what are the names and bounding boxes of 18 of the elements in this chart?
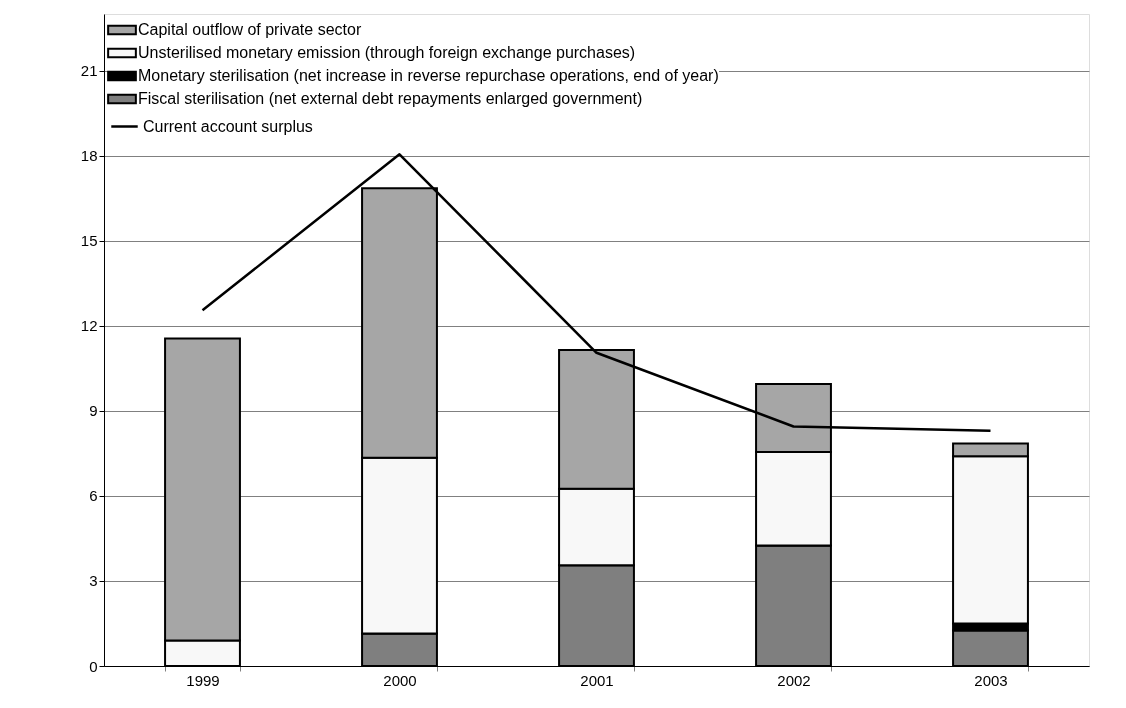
- x-tick-label: 1999: [186, 671, 220, 689]
- x-tick-label: 2001: [580, 671, 614, 689]
- y-tick-label: 21: [80, 62, 98, 80]
- y-tick-label: 12: [80, 317, 98, 335]
- legend-label: Unsterilised monetary emission (through foreign exchange purchases): [138, 44, 636, 61]
- legend-label: Monetary sterilisation (net increase in reverse repurchase operations, end of year): [138, 67, 719, 84]
- legend-label: Current account surplus: [143, 117, 313, 135]
- x-tick-label: 2003: [974, 671, 1008, 689]
- y-tick-label: 18: [80, 147, 98, 165]
- legend-label: Capital outflow of private sector: [138, 21, 362, 38]
- y-tick-label: 9: [89, 402, 98, 420]
- legend-label: Fiscal sterilisation (net external debt repayments enlarged government): [138, 90, 643, 107]
- y-tick-label: 6: [89, 487, 98, 505]
- x-tick-label: 2000: [383, 671, 417, 689]
- y-tick-label: 15: [80, 232, 98, 250]
- y-tick-label: 0: [89, 657, 98, 675]
- x-tick-label: 2002: [777, 671, 811, 689]
- y-tick-label: 3: [89, 572, 98, 590]
